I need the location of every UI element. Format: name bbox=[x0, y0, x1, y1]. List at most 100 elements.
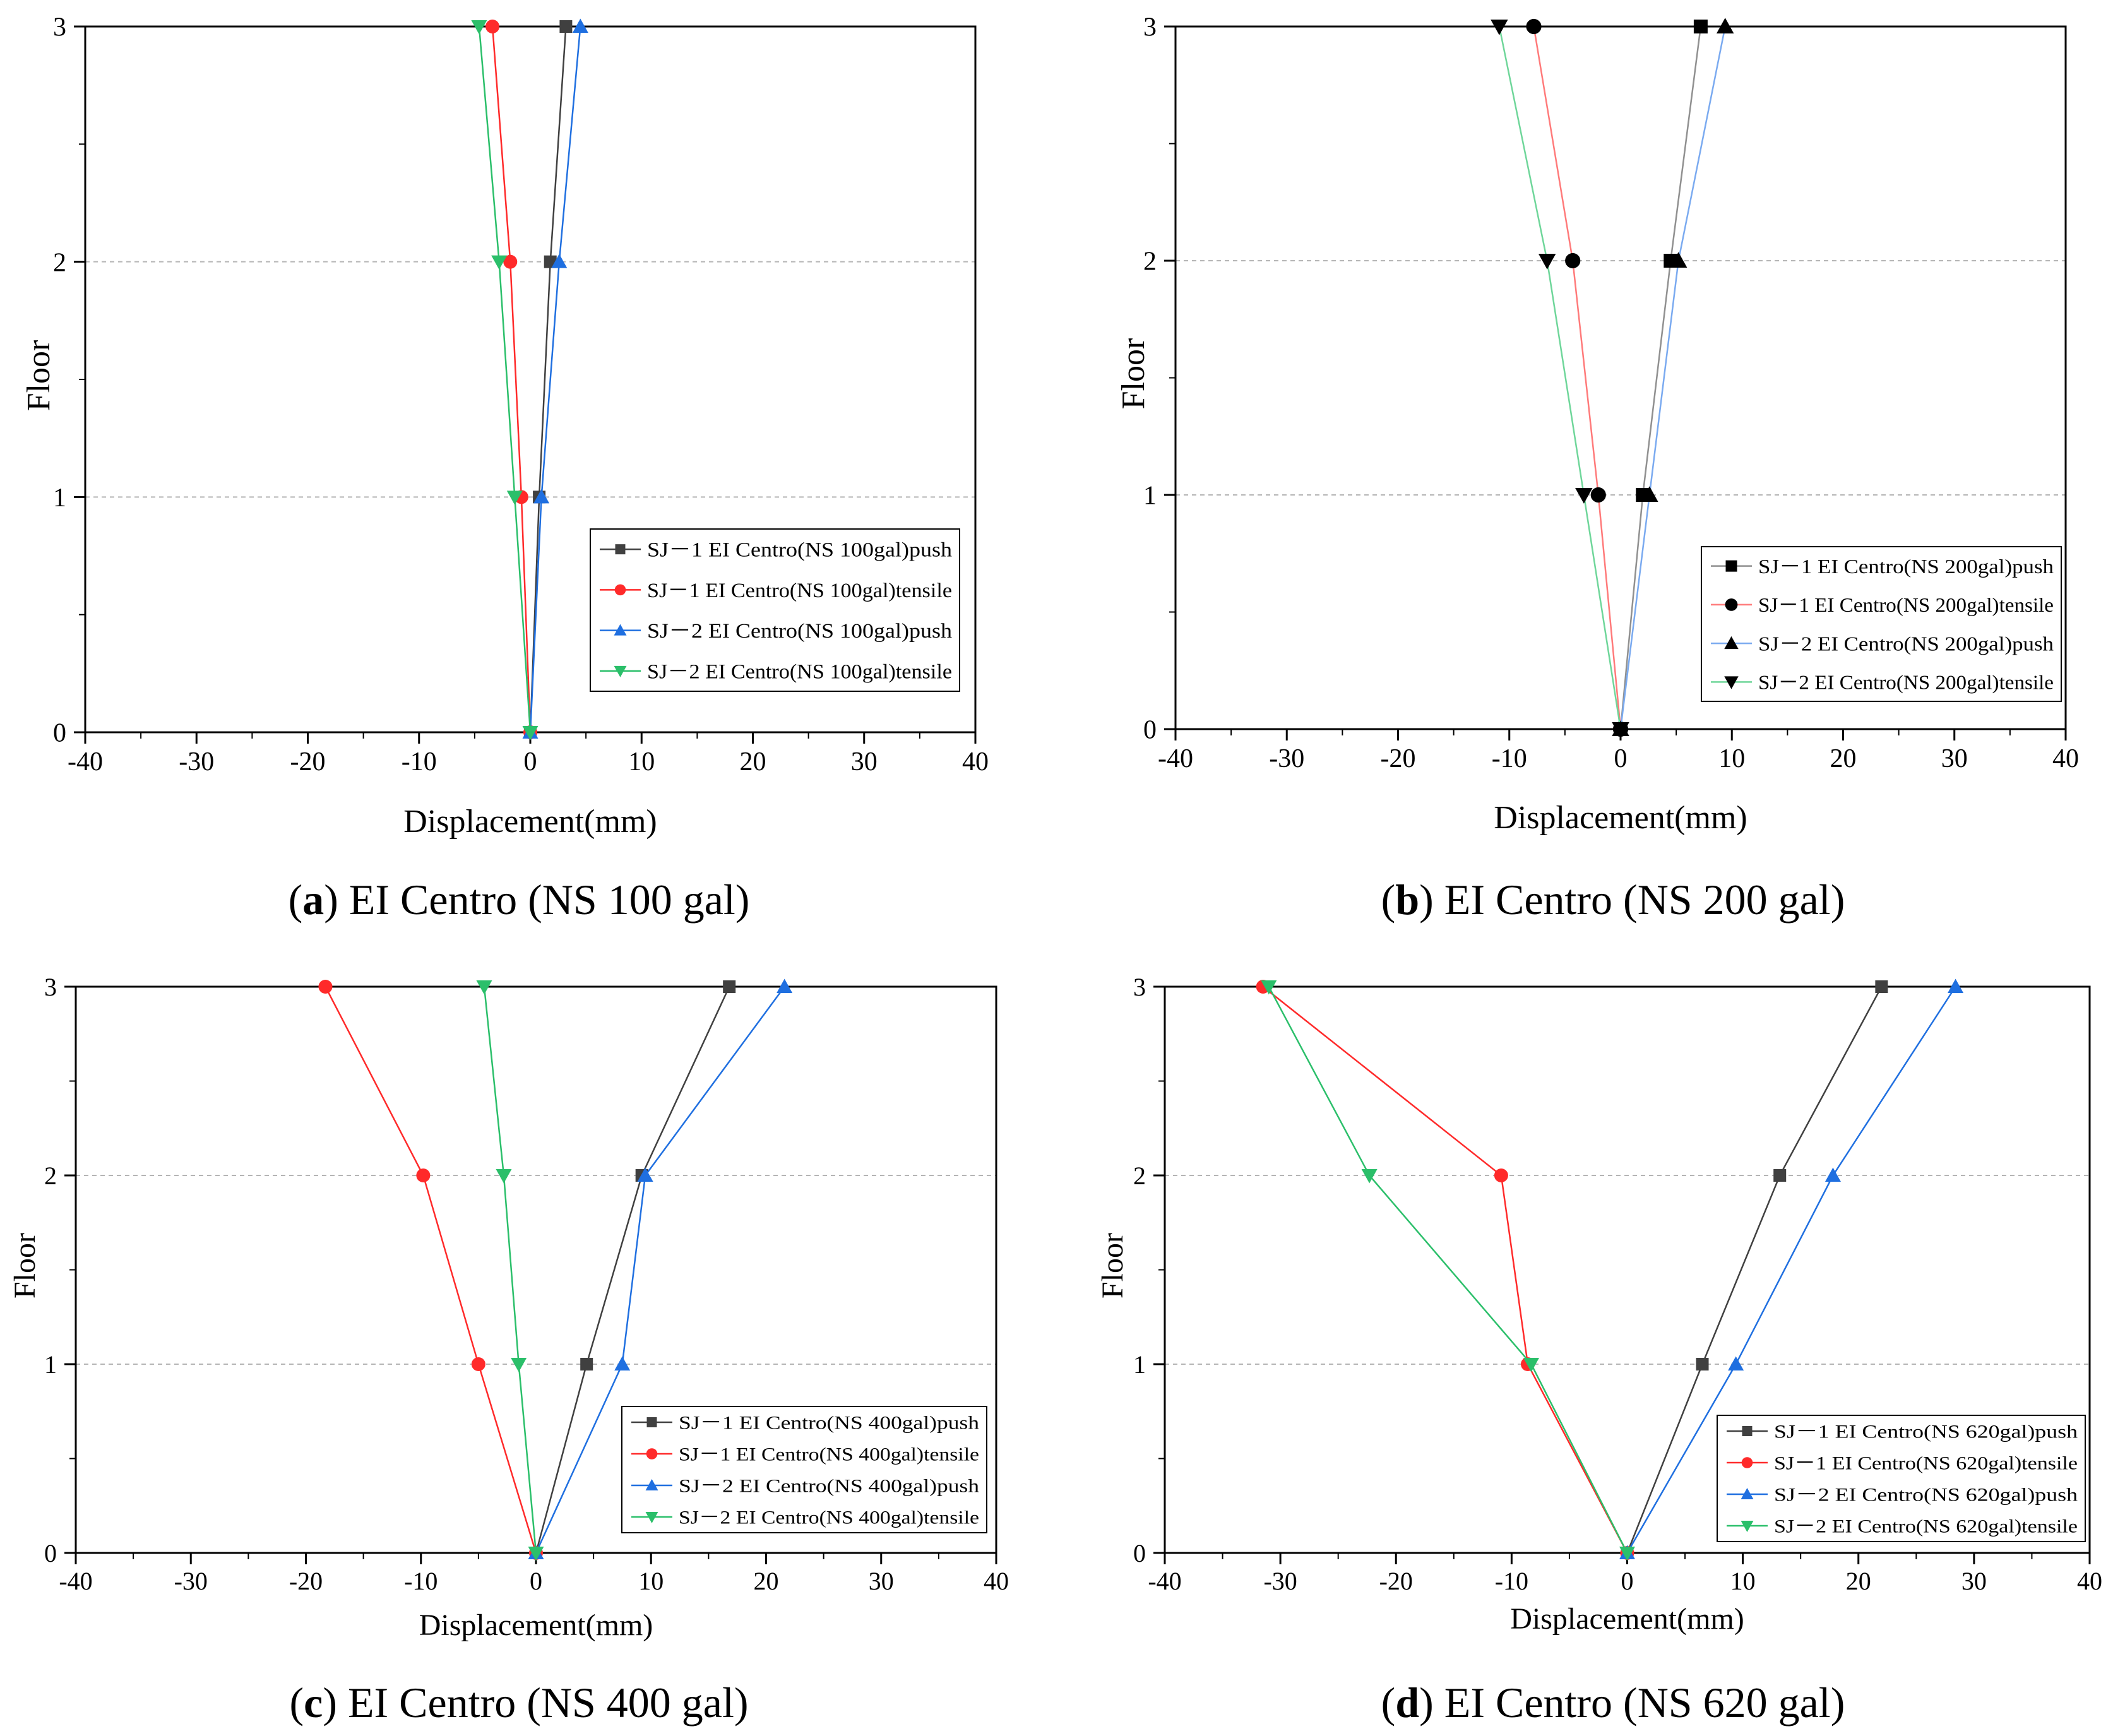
legend-label: SJ－2 EI Centro(NS 400gal)push bbox=[679, 1476, 979, 1497]
data-point bbox=[572, 18, 588, 33]
panel-b: -40 -30 -20 -10 0 10 20 30 40 0 1 2 3 Displacement(mm… bbox=[1116, 13, 2079, 836]
legend-marker bbox=[614, 624, 627, 636]
data-point bbox=[1641, 486, 1658, 502]
data-point bbox=[1523, 1358, 1540, 1372]
data-point bbox=[1261, 980, 1277, 995]
series-line bbox=[1262, 986, 1628, 1554]
data-point bbox=[533, 489, 550, 504]
legend-marker bbox=[1724, 636, 1739, 650]
data-point bbox=[1612, 722, 1629, 738]
x-tick-label: 40 bbox=[984, 1567, 1009, 1595]
legend-label: SJ－2 EI Centro(NS 100gal)push bbox=[647, 620, 953, 643]
y-tick-label: 1 bbox=[53, 484, 66, 513]
data-point bbox=[485, 20, 500, 33]
x-tick-label: -40 bbox=[68, 747, 103, 776]
x-tick-label: 40 bbox=[962, 747, 989, 776]
data-point bbox=[559, 20, 573, 33]
data-point bbox=[1948, 978, 1964, 993]
data-point bbox=[1716, 18, 1734, 33]
caption-b: (b) EI Centro (NS 200 gal) bbox=[1381, 876, 1845, 924]
x-tick-label: -30 bbox=[179, 747, 214, 776]
legend-marker bbox=[1741, 1521, 1754, 1532]
x-tick-label: 10 bbox=[1730, 1567, 1756, 1595]
legend-label: SJ－1 EI Centro(NS 200gal)tensile bbox=[1758, 593, 2054, 616]
panel-d: -40 -30 -20 -10 0 10 20 30 40 0 1 2 3 Displacement(mm… bbox=[1096, 973, 2102, 1636]
legend-marker bbox=[1725, 598, 1738, 611]
x-tick-label: 0 bbox=[1614, 744, 1628, 773]
x-axis-label: Displacement(mm) bbox=[1494, 800, 1747, 836]
data-point bbox=[1696, 1358, 1709, 1370]
data-point bbox=[522, 726, 539, 740]
legend-box bbox=[590, 528, 960, 692]
legend-label: SJ－1 EI Centro(NS 400gal)push bbox=[679, 1413, 979, 1434]
legend-box bbox=[1701, 546, 2062, 702]
data-point bbox=[491, 255, 508, 270]
y-tick-label: 1 bbox=[1143, 482, 1157, 511]
y-tick-label: 0 bbox=[53, 719, 66, 748]
x-tick-label: 10 bbox=[638, 1567, 664, 1595]
legend-label: SJ－1 EI Centro(NS 620gal)push bbox=[1774, 1422, 2078, 1442]
legend-marker bbox=[1725, 560, 1737, 572]
data-point bbox=[511, 1358, 527, 1372]
legend-marker bbox=[1742, 1426, 1753, 1436]
x-tick-label: 10 bbox=[628, 747, 655, 776]
x-tick-label: 20 bbox=[754, 1567, 779, 1595]
series-line bbox=[535, 986, 785, 1554]
legend-box bbox=[621, 1406, 987, 1533]
data-point bbox=[503, 254, 518, 269]
y-tick-label: 3 bbox=[44, 973, 57, 1001]
x-tick-label: -40 bbox=[59, 1567, 92, 1595]
x-tick-label: 20 bbox=[740, 747, 766, 776]
y-tick-label: 2 bbox=[1133, 1162, 1146, 1190]
data-point bbox=[1693, 20, 1708, 33]
caption-d: (d) EI Centro (NS 620 gal) bbox=[1381, 1679, 1845, 1727]
data-point bbox=[1773, 1169, 1787, 1182]
x-tick-label: 20 bbox=[1846, 1567, 1871, 1595]
x-tick-label: -40 bbox=[1158, 744, 1193, 773]
legend-label: SJ－2 EI Centro(NS 620gal)tensile bbox=[1774, 1516, 2078, 1537]
series-line bbox=[478, 26, 532, 733]
series-line bbox=[535, 986, 730, 1554]
data-point bbox=[471, 20, 487, 35]
y-axis-label: Floor bbox=[21, 340, 57, 412]
legend-label: SJ－2 EI Centro(NS 400gal)tensile bbox=[679, 1507, 979, 1528]
series-line bbox=[491, 26, 532, 733]
legend-label: SJ－2 EI Centro(NS 200gal)push bbox=[1758, 632, 2054, 655]
x-tick-label: -30 bbox=[1263, 1567, 1297, 1595]
x-tick-label: -20 bbox=[1381, 744, 1416, 773]
x-axis-label: Displacement(mm) bbox=[1510, 1602, 1744, 1636]
data-point bbox=[1669, 252, 1687, 268]
series-line bbox=[1626, 986, 1956, 1554]
series-line bbox=[483, 986, 537, 1554]
series-line bbox=[1268, 986, 1628, 1554]
data-point bbox=[1875, 980, 1888, 993]
legend-marker bbox=[646, 1448, 658, 1460]
x-tick-label: 30 bbox=[1941, 744, 1968, 773]
legend-label: SJ－1 EI Centro(NS 100gal)tensile bbox=[647, 580, 952, 602]
legend-marker bbox=[614, 584, 626, 596]
x-tick-label: -20 bbox=[289, 1567, 323, 1595]
x-tick-label: 30 bbox=[1961, 1567, 1987, 1595]
data-point bbox=[1824, 1167, 1841, 1182]
legend-marker bbox=[646, 1417, 657, 1427]
x-tick-label: -30 bbox=[1269, 744, 1304, 773]
y-tick-label: 0 bbox=[1143, 716, 1157, 745]
x-tick-label: 30 bbox=[869, 1567, 894, 1595]
x-tick-label: 0 bbox=[524, 747, 537, 776]
series-line bbox=[529, 26, 567, 733]
y-tick-label: 1 bbox=[1133, 1350, 1146, 1379]
x-axis-label: Displacement(mm) bbox=[419, 1608, 653, 1642]
series-line bbox=[1533, 26, 1622, 730]
legend-marker bbox=[614, 665, 627, 677]
y-axis-label: Floor bbox=[1116, 338, 1152, 410]
y-tick-label: 3 bbox=[1133, 973, 1146, 1001]
y-tick-label: 2 bbox=[44, 1162, 57, 1190]
data-point bbox=[637, 1167, 653, 1182]
data-point bbox=[1494, 1168, 1508, 1182]
series-line bbox=[1626, 986, 1883, 1554]
panel-c: -40 -30 -20 -10 0 10 20 30 40 0 1 2 3 Displacement(mm… bbox=[8, 973, 1009, 1642]
legend-marker bbox=[645, 1512, 658, 1523]
data-point bbox=[614, 1356, 631, 1370]
y-axis-label: Floor bbox=[8, 1233, 42, 1299]
